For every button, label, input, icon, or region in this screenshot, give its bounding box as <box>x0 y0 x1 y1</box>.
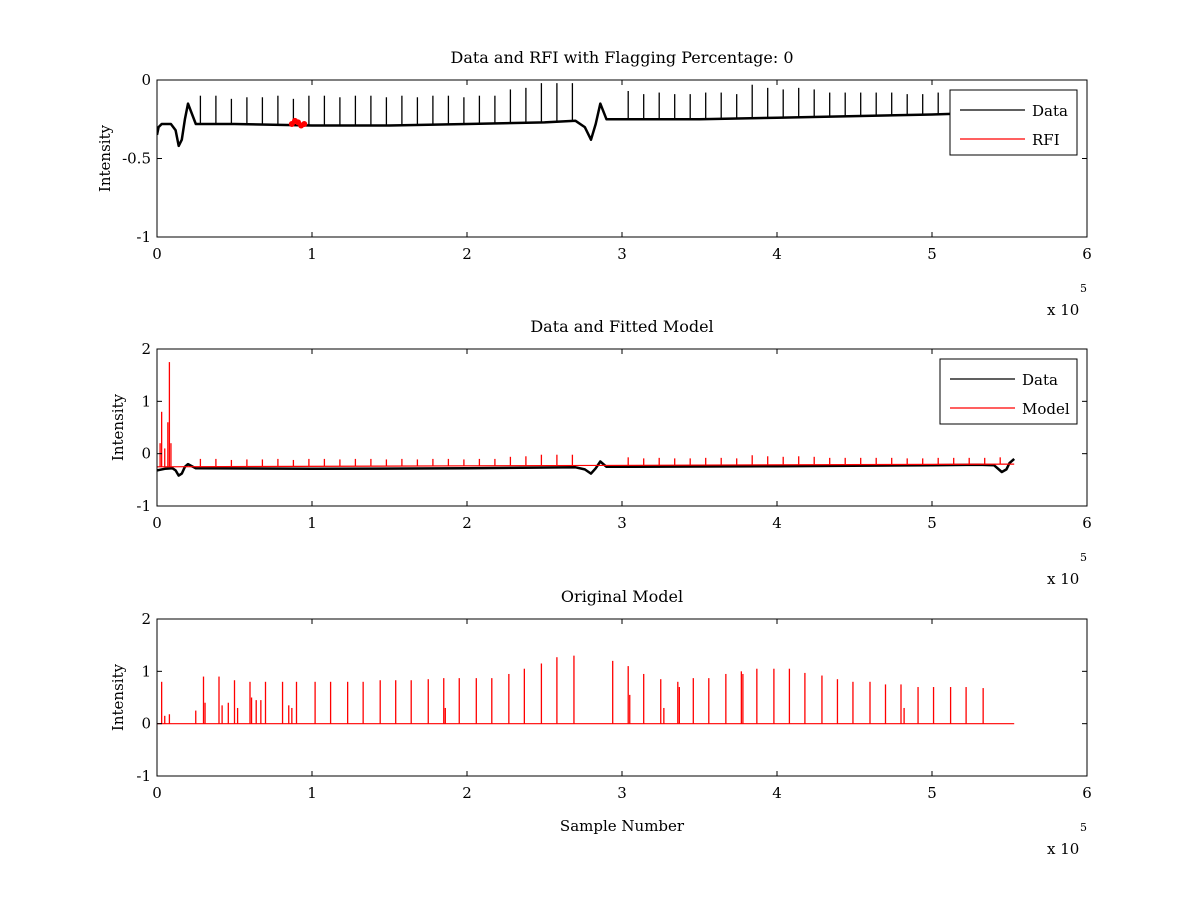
y-tick-label: 0 <box>141 715 151 733</box>
y-axis-label: Intensity <box>96 124 114 192</box>
legend: Data Model <box>939 358 1078 425</box>
legend: Data RFI <box>949 89 1078 156</box>
model-series-line <box>157 463 1015 468</box>
x-tick-label: 1 <box>307 514 317 532</box>
chart-title: Data and RFI with Flagging Percentage: 0 <box>450 48 793 67</box>
x-multiplier-exponent: 5 <box>1080 551 1087 564</box>
x-tick-label: 2 <box>462 245 472 263</box>
x-multiplier-exponent: 5 <box>1080 282 1087 295</box>
x-tick-label: 6 <box>1082 784 1092 802</box>
y-axis-label: Intensity <box>109 663 127 731</box>
x-multiplier: x 10 <box>1047 840 1079 858</box>
x-tick-label: 0 <box>152 245 162 263</box>
x-tick-label: 6 <box>1082 245 1092 263</box>
x-multiplier: x 10 <box>1047 570 1079 588</box>
legend-label: Data <box>1032 102 1068 120</box>
x-tick-label: 5 <box>927 245 937 263</box>
x-multiplier-exponent: 5 <box>1080 821 1087 834</box>
y-tick-label: 0 <box>141 71 151 89</box>
legend-box <box>949 89 1078 156</box>
x-tick-label: 6 <box>1082 514 1092 532</box>
x-tick-label: 2 <box>462 514 472 532</box>
x-tick-label: 2 <box>462 784 472 802</box>
x-tick-label: 4 <box>772 245 782 263</box>
y-tick-label: -1 <box>136 767 151 785</box>
x-tick-label: 1 <box>307 784 317 802</box>
y-tick-label: 2 <box>141 340 151 358</box>
x-tick-label: 5 <box>927 784 937 802</box>
x-tick-label: 0 <box>152 514 162 532</box>
legend-label: RFI <box>1032 131 1060 149</box>
legend-label: Data <box>1022 371 1058 389</box>
chart-title: Original Model <box>561 587 683 606</box>
x-tick-label: 3 <box>617 784 627 802</box>
chart-panel-1: Data and RFI with Flagging Percentage: 0… <box>96 48 1092 319</box>
plot-area <box>157 83 1015 148</box>
x-tick-label: 4 <box>772 784 782 802</box>
y-tick-label: -0.5 <box>122 150 151 168</box>
y-tick-label: 2 <box>141 610 151 628</box>
axes-frame <box>156 79 1088 238</box>
x-tick-label: 1 <box>307 245 317 263</box>
y-axis-label: Intensity <box>109 393 127 461</box>
legend-label: Model <box>1022 400 1070 418</box>
plot-area <box>157 362 1016 477</box>
x-tick-label: 5 <box>927 514 937 532</box>
y-tick-label: -1 <box>136 228 151 246</box>
legend-box <box>939 358 1078 425</box>
y-tick-label: 1 <box>141 392 151 410</box>
y-tick-label: 0 <box>141 445 151 463</box>
x-tick-label: 3 <box>617 245 627 263</box>
x-multiplier: x 10 <box>1047 301 1079 319</box>
x-tick-label: 4 <box>772 514 782 532</box>
data-series-line <box>157 102 1015 148</box>
x-axis-label: Sample Number <box>560 817 685 835</box>
y-tick-label: -1 <box>136 497 151 515</box>
data-series-line <box>157 457 1016 477</box>
x-tick-label: 0 <box>152 784 162 802</box>
plot-area <box>157 655 1015 725</box>
y-tick-label: 1 <box>141 662 151 680</box>
rfi-point <box>301 120 308 127</box>
x-tick-label: 3 <box>617 514 627 532</box>
chart-title: Data and Fitted Model <box>530 317 713 336</box>
